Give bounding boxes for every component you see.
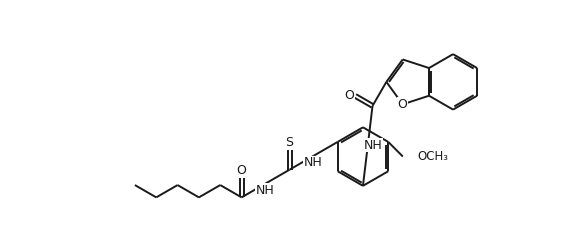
Text: O: O [344,89,354,102]
Text: NH: NH [364,138,382,152]
Text: OCH₃: OCH₃ [417,150,449,163]
Text: NH: NH [303,156,322,169]
Text: O: O [237,164,247,177]
Text: O: O [398,98,407,111]
Text: NH: NH [255,184,274,197]
Text: S: S [286,136,293,149]
